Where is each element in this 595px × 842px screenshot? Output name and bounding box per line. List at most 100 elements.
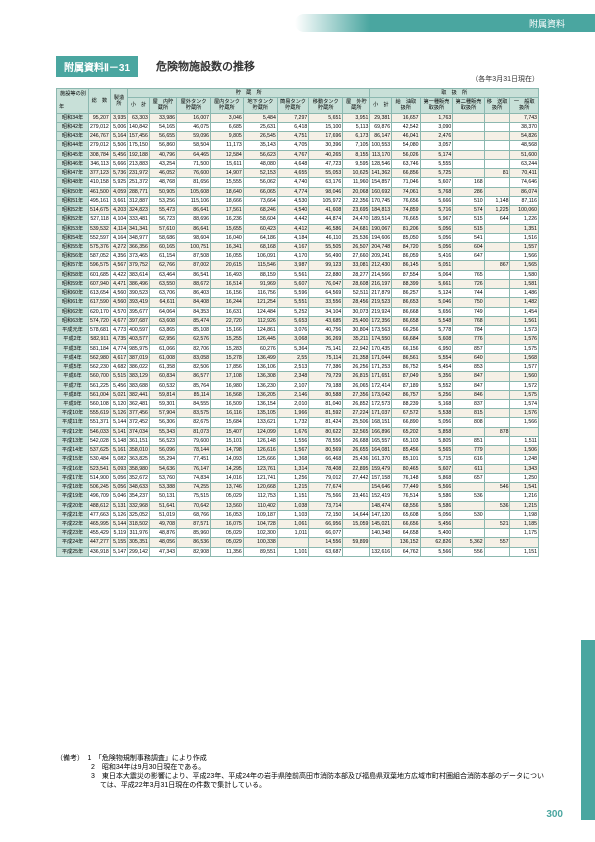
data-cell: 4,655 <box>277 169 308 178</box>
data-cell: 80,588 <box>309 390 343 399</box>
data-cell: 61,358 <box>149 363 176 372</box>
data-cell: 776 <box>453 335 484 344</box>
data-cell <box>453 483 484 492</box>
data-cell: 1,566 <box>510 418 539 427</box>
data-cell: 60,276 <box>243 344 277 353</box>
data-cell <box>343 529 370 538</box>
data-cell: 15,283 <box>211 344 244 353</box>
year-cell: 昭和62年 <box>57 307 89 316</box>
data-cell: 43,254 <box>149 159 176 168</box>
data-cell: 16,631 <box>211 307 244 316</box>
data-cell: 5,566 <box>420 483 453 492</box>
data-cell <box>453 150 484 159</box>
data-cell: 112,753 <box>243 492 277 501</box>
data-cell: 1,516 <box>510 233 539 242</box>
table-row: 平成19年496,7095,046354,23750,13175,51505,0… <box>57 492 539 501</box>
data-cell: 436,918 <box>89 547 111 556</box>
data-cell: 88,239 <box>392 399 420 408</box>
diag-header: 施設等の別 年 <box>57 89 89 114</box>
year-cell: 平成18年 <box>57 483 89 492</box>
data-cell: 64,611 <box>149 298 176 307</box>
data-cell: 16,116 <box>211 409 244 418</box>
data-cell: 40,756 <box>309 326 343 335</box>
data-cell: 26,065 <box>343 381 370 390</box>
data-cell: 5,607 <box>420 464 453 473</box>
data-cell: 136,308 <box>243 372 277 381</box>
data-cell: 607,940 <box>89 279 111 288</box>
year-cell: 昭和59年 <box>57 279 89 288</box>
data-cell: 6,418 <box>277 122 308 131</box>
data-cell: 55,473 <box>149 206 176 215</box>
data-cell <box>484 113 510 122</box>
data-cell: 78,144 <box>177 446 211 455</box>
data-cell: 26,688 <box>343 436 370 445</box>
data-cell <box>484 418 510 427</box>
data-cell <box>484 381 510 390</box>
data-cell: 397,687 <box>128 316 150 325</box>
data-cell: 846 <box>453 390 484 399</box>
data-cell: 514,675 <box>89 206 111 215</box>
year-cell: 昭和50年 <box>57 187 89 196</box>
data-cell: 15,059 <box>343 520 370 529</box>
data-cell: 5,056 <box>110 483 127 492</box>
data-cell: 1,541 <box>510 483 539 492</box>
data-cell: 23,695 <box>343 206 370 215</box>
data-cell: 68,168 <box>243 242 277 251</box>
data-cell <box>484 464 510 473</box>
data-cell: 174,550 <box>370 335 392 344</box>
data-cell: 3,935 <box>110 113 127 122</box>
data-cell: 80,569 <box>309 446 343 455</box>
data-cell: 815 <box>453 409 484 418</box>
data-cell: 1,038 <box>277 501 308 510</box>
data-cell: 54,080 <box>392 141 420 150</box>
data-cell: 536 <box>484 501 510 510</box>
data-cell: 1,343 <box>510 464 539 473</box>
data-cell: 14,556 <box>309 538 343 547</box>
data-cell: 3,987 <box>277 261 308 270</box>
data-cell: 60,423 <box>243 224 277 233</box>
data-cell: 251,372 <box>128 178 150 187</box>
data-cell: 66,256 <box>392 326 420 335</box>
year-cell: 平成14年 <box>57 446 89 455</box>
data-cell: 36,269 <box>309 335 343 344</box>
data-cell: 768 <box>453 316 484 325</box>
data-cell: 5,548 <box>420 316 453 325</box>
table-row: 平成6年560,7005,515383,12960,83486,57717,10… <box>57 372 539 381</box>
data-cell: 5,168 <box>420 399 453 408</box>
data-cell: 1,215 <box>277 483 308 492</box>
data-cell: 333,481 <box>128 215 150 224</box>
data-cell: 86,653 <box>392 298 420 307</box>
data-cell <box>484 455 510 464</box>
data-cell: 16,236 <box>211 215 244 224</box>
sub-col: 屋 内貯蔵所 <box>149 98 176 113</box>
year-cell: 平成元年 <box>57 326 89 335</box>
data-cell <box>453 141 484 150</box>
data-cell: 46,041 <box>392 132 420 141</box>
data-cell: 2,476 <box>420 132 453 141</box>
data-cell: 22,942 <box>343 344 370 353</box>
table-row: 平成16年523,5415,093358,98054,63676,14714,2… <box>57 464 539 473</box>
data-cell: 110,402 <box>243 501 277 510</box>
data-cell: 79,729 <box>309 372 343 381</box>
data-cell: 325,052 <box>128 510 150 519</box>
data-cell <box>484 436 510 445</box>
data-cell: 168,151 <box>370 418 392 427</box>
year-cell: 平成4年 <box>57 353 89 362</box>
data-cell: 84,555 <box>177 399 211 408</box>
data-cell: 16,657 <box>392 113 420 122</box>
data-cell: 53,760 <box>149 473 176 482</box>
data-cell: 5,716 <box>420 206 453 215</box>
data-cell: 15,101 <box>211 436 244 445</box>
data-cell: 48,876 <box>149 529 176 538</box>
data-cell: 617,590 <box>89 298 111 307</box>
data-cell <box>453 113 484 122</box>
data-cell: 86,641 <box>177 206 211 215</box>
data-cell: 288,771 <box>128 187 150 196</box>
data-cell: 27,356 <box>343 390 370 399</box>
data-cell: 172,356 <box>370 316 392 325</box>
data-cell: 5,021 <box>110 390 127 399</box>
data-cell: 59,814 <box>149 390 176 399</box>
data-cell: 76,147 <box>177 464 211 473</box>
table-row: 昭和56年587,0524,356373,46561,15487,50816,0… <box>57 252 539 261</box>
data-cell: 152,419 <box>370 492 392 501</box>
